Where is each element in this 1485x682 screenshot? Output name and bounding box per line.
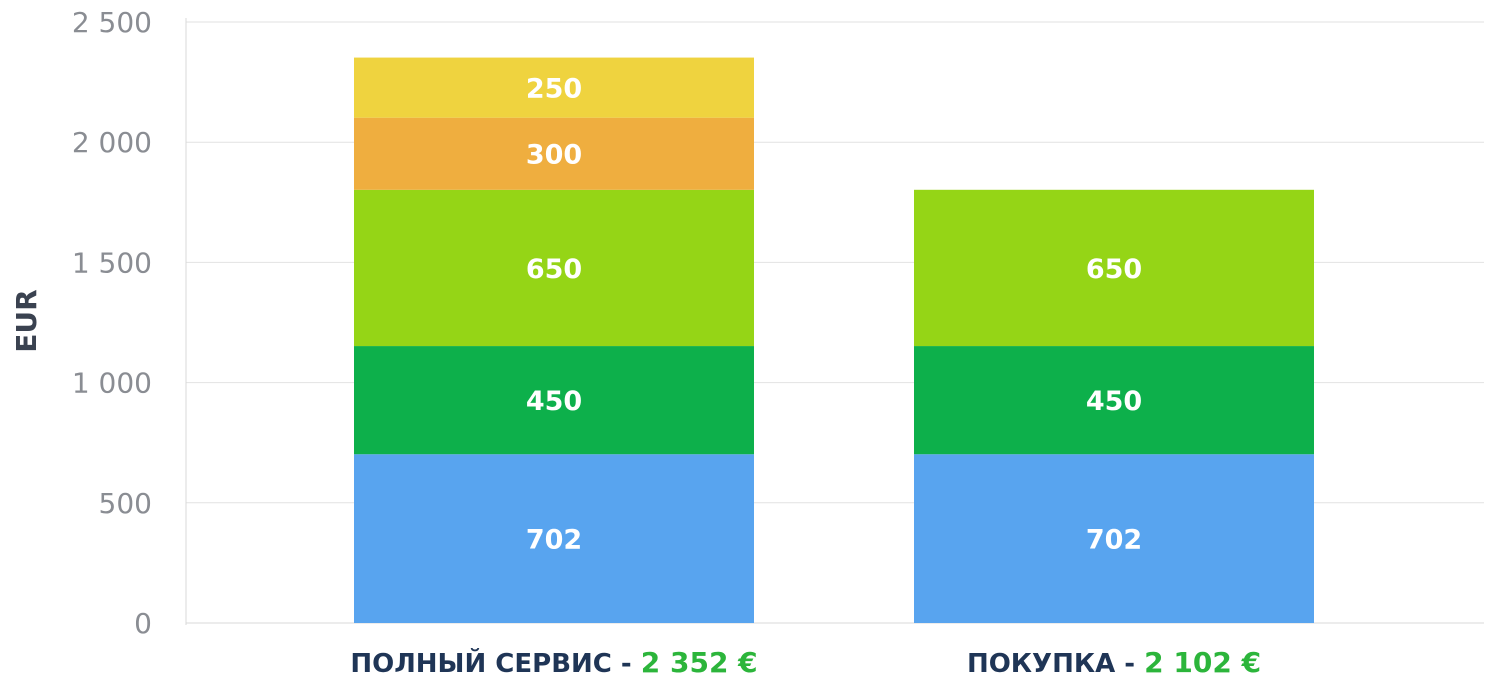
data-label: 300 [526,140,582,171]
category-label: ПОЛНЫЙ СЕРВИС - 2 352 € [350,646,757,679]
bars [354,57,1314,623]
bar-segment [354,189,754,347]
data-labels: 702 450 650 300 250 702 450 650 [526,74,1142,556]
category-name: ПОЛНЫЙ СЕРВИС - [350,647,640,679]
y-tick-label: 1 000 [72,367,152,400]
category-total: 2 102 € [1144,646,1261,679]
bar-segment [354,57,754,118]
y-tick-labels: 0 500 1 000 1 500 2 000 2 500 [72,6,152,640]
y-tick-label: 0 [134,607,152,640]
category-total: 2 352 € [641,646,758,679]
bar-segment [914,454,1314,623]
bar-segment [354,117,754,190]
data-label: 450 [526,386,582,417]
data-label: 650 [1086,254,1142,285]
data-label: 450 [1086,386,1142,417]
y-tick-label: 2 500 [72,6,152,39]
category-name: ПОКУПКА - [967,649,1144,679]
bar-segment [914,346,1314,455]
bar-segment [354,346,754,455]
data-label: 650 [526,254,582,285]
y-axis-title: EUR [10,289,43,352]
data-label: 702 [1086,525,1142,556]
bar-segment [354,454,754,623]
y-tick-label: 2 000 [72,126,152,159]
y-tick-label: 1 500 [72,246,152,279]
category-label: ПОКУПКА - 2 102 € [967,646,1261,679]
y-tick-label: 500 [99,487,152,520]
bar-segment [914,189,1314,347]
category-labels: ПОЛНЫЙ СЕРВИС - 2 352 € ПОКУПКА - 2 102 € [350,646,1261,679]
data-label: 250 [526,74,582,105]
data-label: 702 [526,525,582,556]
